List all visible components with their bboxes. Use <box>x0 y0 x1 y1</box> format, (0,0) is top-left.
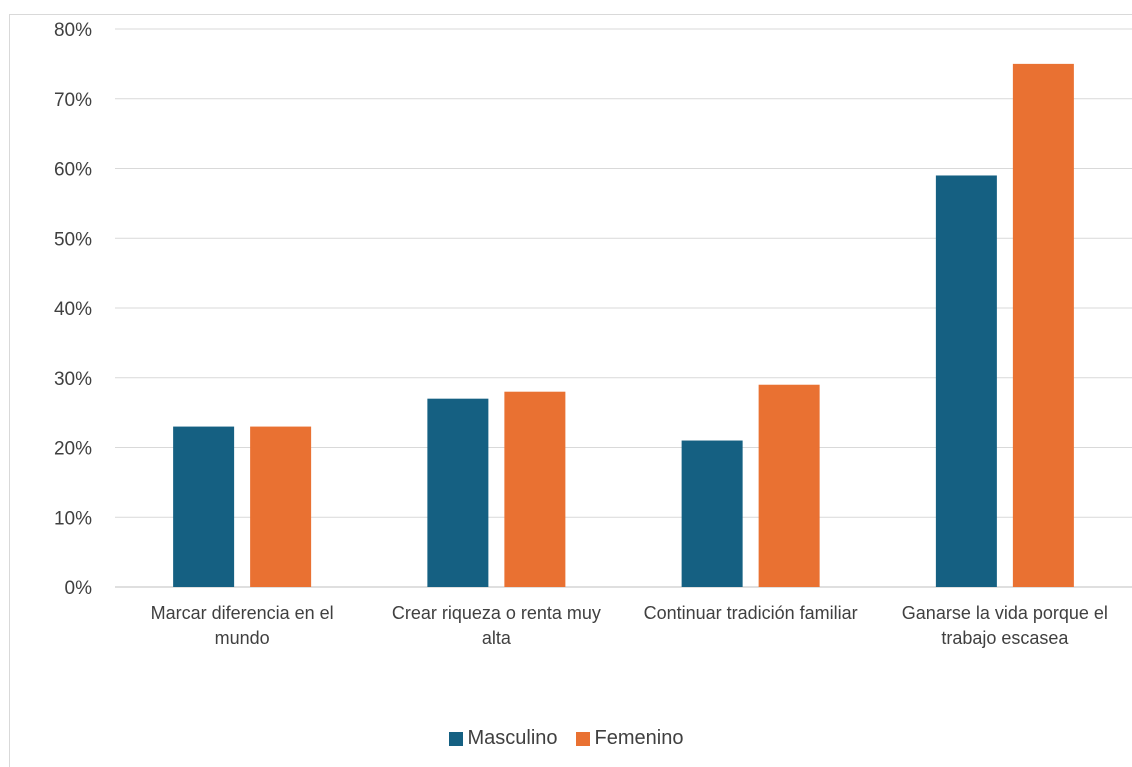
bars <box>173 63 1074 587</box>
bar-masculino-2 <box>681 440 743 587</box>
legend-label-masculino: Masculino <box>467 727 558 749</box>
legend-item-masculino: Masculino <box>448 727 558 750</box>
x-category-label: trabajo escasea <box>941 628 1069 648</box>
bar-femenino-1 <box>504 391 566 587</box>
legend-label-femenino: Femenino <box>594 727 684 749</box>
x-category-label: Ganarse la vida porque el <box>902 603 1108 623</box>
y-axis-tick-labels: 0% 10% 20% 30% 40% 50% 60% 70% 80% <box>54 20 92 599</box>
legend-swatch-masculino <box>448 731 463 746</box>
legend-swatch-femenino <box>575 731 590 746</box>
y-tick-label: 30% <box>54 369 92 390</box>
bar-masculino-0 <box>173 426 235 587</box>
bar-masculino-1 <box>427 398 489 587</box>
chart-border <box>9 14 1132 767</box>
x-category-label: mundo <box>215 628 270 648</box>
x-category-label: Marcar diferencia en el <box>151 603 334 623</box>
bar-masculino-3 <box>935 175 997 587</box>
y-tick-label: 40% <box>54 299 92 320</box>
x-axis-category-labels: Marcar diferencia en el mundo Crear riquez… <box>151 603 1108 648</box>
y-tick-label: 80% <box>54 20 92 41</box>
bar-femenino-3 <box>1012 63 1074 587</box>
bar-femenino-0 <box>250 426 312 587</box>
legend-item-femenino: Femenino <box>575 727 684 750</box>
legend: Masculino Femenino <box>0 727 1132 750</box>
y-tick-label: 60% <box>54 160 92 181</box>
bar-femenino-2 <box>758 384 820 587</box>
x-category-label: Crear riqueza o renta muy <box>392 603 601 623</box>
x-category-label: Continuar tradición familiar <box>644 603 858 623</box>
y-tick-label: 0% <box>65 578 93 599</box>
y-tick-label: 20% <box>54 439 92 460</box>
y-tick-label: 10% <box>54 508 92 529</box>
x-category-label: alta <box>482 628 512 648</box>
y-tick-label: 50% <box>54 229 92 250</box>
y-tick-label: 70% <box>54 90 92 111</box>
